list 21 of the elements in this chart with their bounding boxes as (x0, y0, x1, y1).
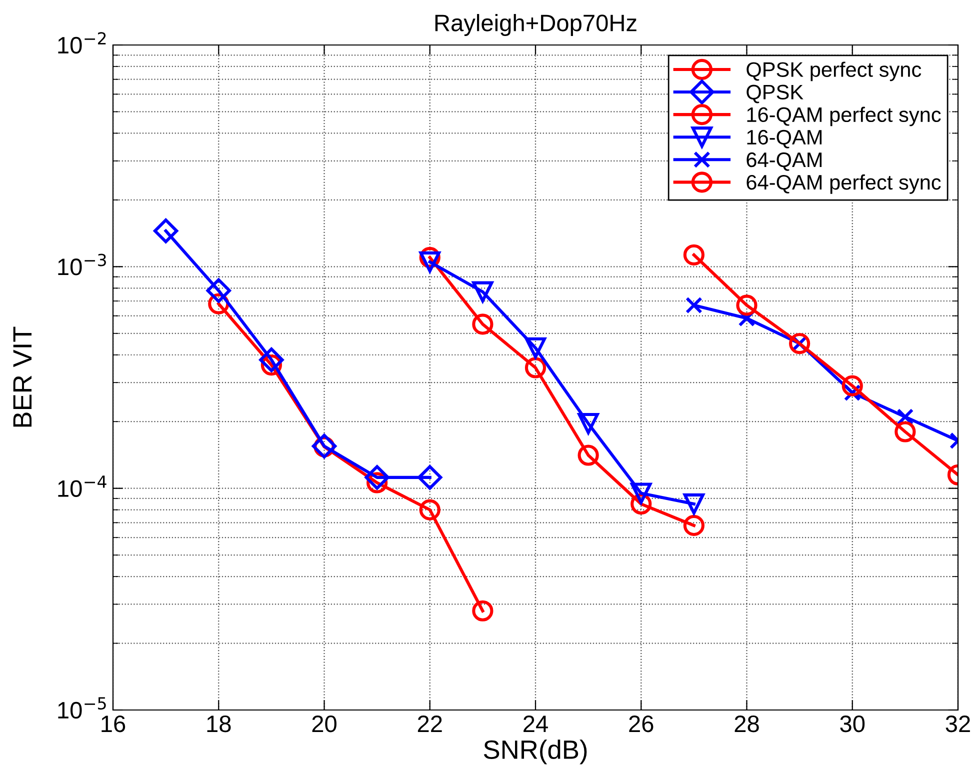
y-tick-label: 10$^{−4}$ (58, 476, 106, 497)
x-tick-label: 28 (734, 715, 759, 732)
legend-label: QPSK perfect sync (746, 62, 922, 82)
y-tick-label: 10$^{−2}$ (58, 32, 106, 54)
legend-label: 64-QAM perfect sync (746, 174, 941, 194)
x-tick-label: 20 (312, 715, 336, 732)
legend-label: 16-QAM (747, 130, 822, 148)
x-tick-label: 24 (524, 715, 548, 732)
x-tick-label: 18 (207, 715, 231, 732)
x-tick-label: 30 (840, 715, 865, 732)
legend-label: 16-QAM perfect sync (747, 106, 941, 126)
x-tick-label: 16 (102, 715, 126, 732)
x-tick-label: 22 (418, 715, 442, 732)
y-tick-label: 10$^{−3}$ (58, 254, 106, 276)
x-axis-title: SNR(dB) (484, 740, 587, 764)
legend-label: QPSK (746, 84, 804, 104)
legend-label: 64-QAM (746, 152, 822, 171)
x-tick-label: 32 (946, 715, 970, 732)
chart-title: Rayleigh+Dop70Hz (435, 14, 636, 36)
x-tick-label: 26 (629, 715, 654, 732)
y-axis-title: BER VIT (13, 326, 32, 427)
